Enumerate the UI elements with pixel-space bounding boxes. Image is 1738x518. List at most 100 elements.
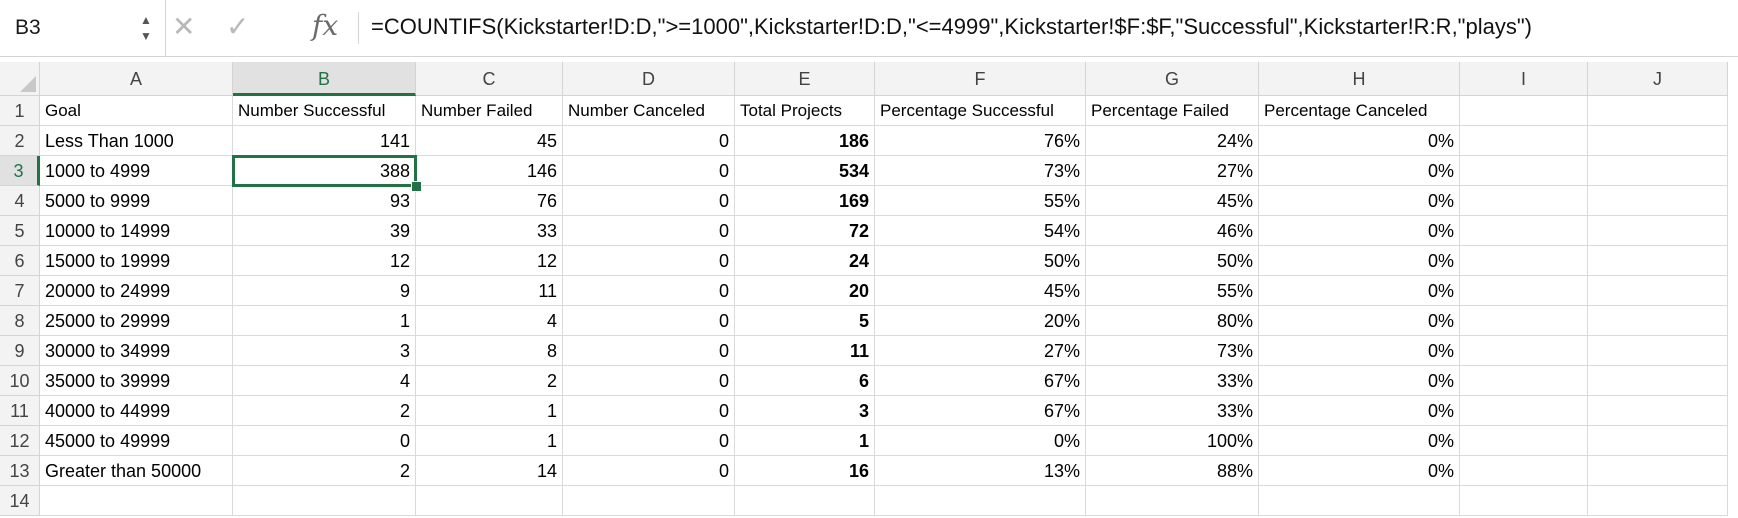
row-header-10[interactable]: 10 <box>0 366 40 396</box>
cell-j2[interactable] <box>1588 126 1728 156</box>
cell-g14[interactable] <box>1086 486 1259 516</box>
cell-b11[interactable]: 2 <box>233 396 416 426</box>
cell-i12[interactable] <box>1460 426 1588 456</box>
cell-e10[interactable]: 6 <box>735 366 875 396</box>
cell-d8[interactable]: 0 <box>563 306 735 336</box>
row-header-11[interactable]: 11 <box>0 396 40 426</box>
cell-e2[interactable]: 186 <box>735 126 875 156</box>
cell-b10[interactable]: 4 <box>233 366 416 396</box>
cell-e1[interactable]: Total Projects <box>735 96 875 126</box>
cell-d14[interactable] <box>563 486 735 516</box>
cell-e8[interactable]: 5 <box>735 306 875 336</box>
cell-c7[interactable]: 11 <box>416 276 563 306</box>
cell-j13[interactable] <box>1588 456 1728 486</box>
check-icon[interactable]: ✓ <box>226 11 250 42</box>
name-box[interactable]: B3 ▲ ▼ <box>0 0 166 56</box>
cell-i13[interactable] <box>1460 456 1588 486</box>
cell-i2[interactable] <box>1460 126 1588 156</box>
cell-g12[interactable]: 100% <box>1086 426 1259 456</box>
cell-h5[interactable]: 0% <box>1259 216 1460 246</box>
cell-d5[interactable]: 0 <box>563 216 735 246</box>
cell-c9[interactable]: 8 <box>416 336 563 366</box>
cell-f4[interactable]: 55% <box>875 186 1086 216</box>
cell-h3[interactable]: 0% <box>1259 156 1460 186</box>
cell-i7[interactable] <box>1460 276 1588 306</box>
cell-g6[interactable]: 50% <box>1086 246 1259 276</box>
fill-handle[interactable] <box>411 181 422 192</box>
cell-f6[interactable]: 50% <box>875 246 1086 276</box>
cell-j6[interactable] <box>1588 246 1728 276</box>
cell-b2[interactable]: 141 <box>233 126 416 156</box>
cell-e9[interactable]: 11 <box>735 336 875 366</box>
cell-j14[interactable] <box>1588 486 1728 516</box>
cell-d2[interactable]: 0 <box>563 126 735 156</box>
cell-i10[interactable] <box>1460 366 1588 396</box>
cell-e13[interactable]: 16 <box>735 456 875 486</box>
cell-b12[interactable]: 0 <box>233 426 416 456</box>
cell-a14[interactable] <box>40 486 233 516</box>
cell-b9[interactable]: 3 <box>233 336 416 366</box>
name-box-stepper[interactable]: ▲ ▼ <box>140 6 156 46</box>
cell-a8[interactable]: 25000 to 29999 <box>40 306 233 336</box>
cell-i14[interactable] <box>1460 486 1588 516</box>
cell-e6[interactable]: 24 <box>735 246 875 276</box>
cell-i1[interactable] <box>1460 96 1588 126</box>
cell-a1[interactable]: Goal <box>40 96 233 126</box>
cell-e7[interactable]: 20 <box>735 276 875 306</box>
cell-c13[interactable]: 14 <box>416 456 563 486</box>
cell-b3[interactable]: 388 <box>233 156 416 186</box>
cell-j11[interactable] <box>1588 396 1728 426</box>
cell-g13[interactable]: 88% <box>1086 456 1259 486</box>
chevron-up-icon[interactable]: ▲ <box>140 13 152 27</box>
x-icon[interactable]: ✕ <box>172 11 196 42</box>
cell-h10[interactable]: 0% <box>1259 366 1460 396</box>
cell-g5[interactable]: 46% <box>1086 216 1259 246</box>
cell-c14[interactable] <box>416 486 563 516</box>
cell-d12[interactable]: 0 <box>563 426 735 456</box>
cell-a9[interactable]: 30000 to 34999 <box>40 336 233 366</box>
cell-c11[interactable]: 1 <box>416 396 563 426</box>
row-header-7[interactable]: 7 <box>0 276 40 306</box>
cell-f5[interactable]: 54% <box>875 216 1086 246</box>
cell-d9[interactable]: 0 <box>563 336 735 366</box>
cell-g4[interactable]: 45% <box>1086 186 1259 216</box>
cell-g7[interactable]: 55% <box>1086 276 1259 306</box>
cell-a13[interactable]: Greater than 50000 <box>40 456 233 486</box>
cell-d11[interactable]: 0 <box>563 396 735 426</box>
cell-i4[interactable] <box>1460 186 1588 216</box>
cell-j3[interactable] <box>1588 156 1728 186</box>
cell-b5[interactable]: 39 <box>233 216 416 246</box>
column-header-c[interactable]: C <box>416 62 563 96</box>
cell-c8[interactable]: 4 <box>416 306 563 336</box>
cell-g1[interactable]: Percentage Failed <box>1086 96 1259 126</box>
chevron-down-icon[interactable]: ▼ <box>140 29 152 43</box>
column-header-b[interactable]: B <box>233 62 416 96</box>
cell-b13[interactable]: 2 <box>233 456 416 486</box>
cell-h1[interactable]: Percentage Canceled <box>1259 96 1460 126</box>
cell-f11[interactable]: 67% <box>875 396 1086 426</box>
cell-i9[interactable] <box>1460 336 1588 366</box>
cell-h6[interactable]: 0% <box>1259 246 1460 276</box>
cell-e5[interactable]: 72 <box>735 216 875 246</box>
column-header-i[interactable]: I <box>1460 62 1588 96</box>
column-header-g[interactable]: G <box>1086 62 1259 96</box>
cell-d3[interactable]: 0 <box>563 156 735 186</box>
cell-g9[interactable]: 73% <box>1086 336 1259 366</box>
cell-c6[interactable]: 12 <box>416 246 563 276</box>
row-header-9[interactable]: 9 <box>0 336 40 366</box>
cell-j10[interactable] <box>1588 366 1728 396</box>
row-header-13[interactable]: 13 <box>0 456 40 486</box>
cell-d10[interactable]: 0 <box>563 366 735 396</box>
cell-f9[interactable]: 27% <box>875 336 1086 366</box>
cell-i5[interactable] <box>1460 216 1588 246</box>
cell-f7[interactable]: 45% <box>875 276 1086 306</box>
cell-g8[interactable]: 80% <box>1086 306 1259 336</box>
cell-h13[interactable]: 0% <box>1259 456 1460 486</box>
cell-e4[interactable]: 169 <box>735 186 875 216</box>
cell-e3[interactable]: 534 <box>735 156 875 186</box>
cell-j9[interactable] <box>1588 336 1728 366</box>
row-header-3[interactable]: 3 <box>0 156 40 186</box>
cell-h12[interactable]: 0% <box>1259 426 1460 456</box>
cell-f8[interactable]: 20% <box>875 306 1086 336</box>
cell-f10[interactable]: 67% <box>875 366 1086 396</box>
